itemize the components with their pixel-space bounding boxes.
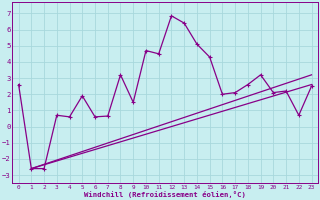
X-axis label: Windchill (Refroidissement éolien,°C): Windchill (Refroidissement éolien,°C) [84,191,246,198]
